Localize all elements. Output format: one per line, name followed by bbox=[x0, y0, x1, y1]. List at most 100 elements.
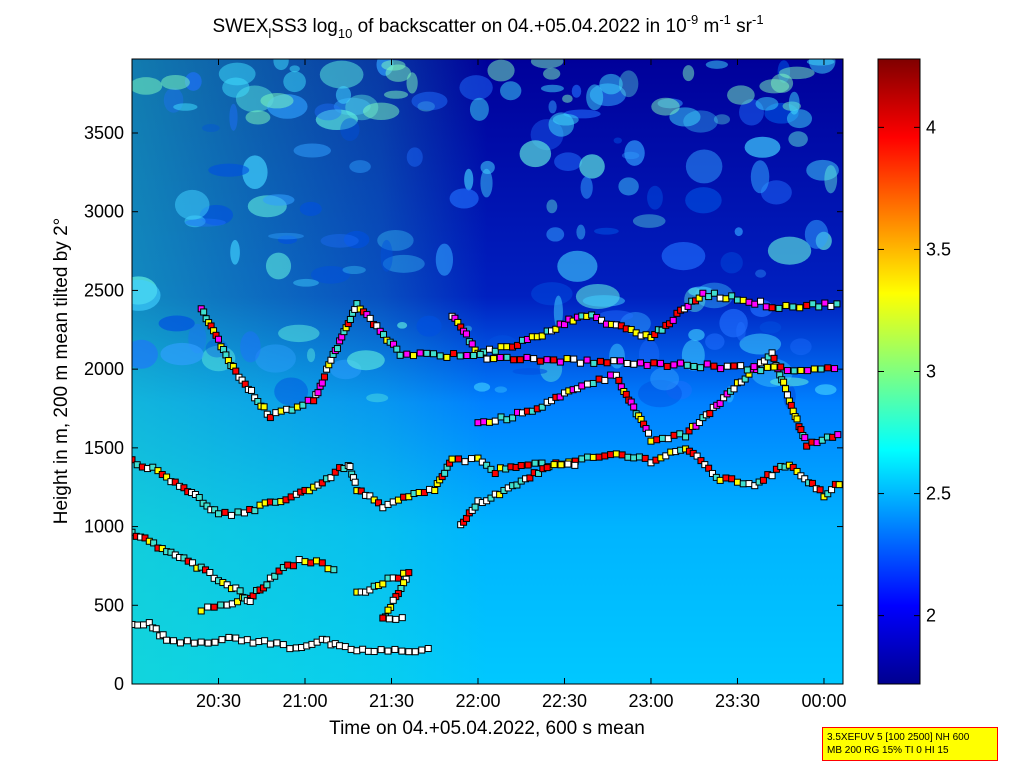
layer-mark bbox=[236, 587, 244, 595]
layer-mark bbox=[683, 361, 691, 369]
layer-mark bbox=[576, 359, 584, 367]
cloud-blob bbox=[349, 160, 371, 174]
layer-mark bbox=[677, 359, 685, 367]
layer-mark bbox=[503, 353, 511, 361]
cloud-blob bbox=[814, 384, 837, 396]
layer-mark bbox=[474, 454, 482, 462]
layer-mark bbox=[396, 351, 404, 359]
cloud-blob bbox=[459, 75, 493, 101]
cloud-blob bbox=[705, 60, 728, 69]
info-line-2: MB 200 RG 15% TI 0 HI 15 bbox=[827, 745, 949, 756]
layer-mark bbox=[330, 566, 338, 574]
layer-mark bbox=[728, 292, 736, 300]
layer-mark bbox=[234, 508, 242, 516]
layer-mark bbox=[783, 391, 791, 399]
layer-mark bbox=[347, 645, 355, 653]
cloud-blob bbox=[548, 112, 575, 137]
cloud-blob bbox=[161, 74, 190, 90]
cloud-blob bbox=[744, 136, 781, 158]
layer-mark bbox=[394, 574, 402, 582]
layer-mark bbox=[770, 354, 778, 362]
layer-mark bbox=[835, 481, 843, 489]
layer-mark bbox=[490, 355, 498, 363]
layer-mark bbox=[491, 417, 499, 425]
cloud-blob bbox=[173, 103, 198, 111]
layer-mark bbox=[307, 559, 315, 567]
layer-mark bbox=[284, 561, 292, 569]
cloud-blob bbox=[531, 282, 573, 306]
colorbar-tick-label: 3 bbox=[926, 362, 936, 382]
layer-mark bbox=[132, 528, 136, 536]
layer-mark bbox=[379, 614, 387, 622]
layer-mark bbox=[530, 355, 538, 363]
layer-mark bbox=[200, 308, 208, 316]
layer-mark bbox=[653, 436, 661, 444]
layer-mark bbox=[803, 442, 811, 450]
layer-mark bbox=[341, 643, 349, 651]
layer-mark bbox=[717, 365, 725, 373]
layer-mark bbox=[132, 456, 136, 464]
layer-mark bbox=[170, 637, 178, 645]
y-tick-label: 1000 bbox=[84, 517, 124, 537]
layer-mark bbox=[783, 367, 791, 375]
cloud-blob bbox=[806, 59, 835, 66]
layer-mark bbox=[163, 473, 171, 481]
layer-mark bbox=[431, 487, 439, 495]
layer-mark bbox=[471, 503, 479, 511]
cloud-blob bbox=[618, 177, 639, 196]
cloud-blob bbox=[283, 71, 306, 93]
layer-mark bbox=[637, 359, 645, 367]
layer-mark bbox=[171, 478, 179, 486]
layer-mark bbox=[430, 350, 438, 358]
layer-mark bbox=[664, 435, 672, 443]
layer-mark bbox=[275, 567, 283, 575]
layer-mark bbox=[662, 452, 670, 460]
layer-mark bbox=[607, 451, 615, 459]
cloud-blob bbox=[315, 109, 358, 131]
cloud-blob bbox=[579, 154, 605, 179]
layer-mark bbox=[366, 492, 374, 500]
layer-mark bbox=[571, 461, 579, 469]
heatmap-area bbox=[132, 59, 843, 684]
cloud-blob bbox=[343, 230, 370, 249]
cloud-blob bbox=[519, 140, 552, 168]
cloud-blob bbox=[786, 109, 813, 129]
layer-mark bbox=[227, 511, 235, 519]
layer-mark bbox=[659, 434, 667, 442]
cloud-blob bbox=[487, 59, 515, 82]
layer-mark bbox=[152, 625, 160, 633]
layer-mark bbox=[535, 469, 543, 477]
cloud-blob bbox=[546, 199, 558, 214]
cloud-blob bbox=[268, 232, 304, 240]
cloud-blob bbox=[473, 382, 491, 392]
layer-mark bbox=[462, 330, 470, 338]
layer-mark bbox=[491, 470, 499, 478]
layer-mark bbox=[503, 416, 511, 424]
layer-mark bbox=[398, 647, 406, 655]
layer-mark bbox=[195, 494, 203, 502]
layer-mark bbox=[370, 648, 378, 656]
layer-mark bbox=[737, 362, 745, 370]
layer-mark bbox=[385, 615, 393, 623]
layer-mark bbox=[596, 357, 604, 365]
chart-title: SWEXlSS3 log10 of backscatter on 04.+05.… bbox=[212, 12, 763, 41]
layer-mark bbox=[563, 355, 571, 363]
layer-mark bbox=[203, 502, 211, 510]
colorbar-tick-label: 2.5 bbox=[926, 484, 951, 504]
layer-mark bbox=[379, 580, 387, 588]
layer-mark bbox=[670, 361, 678, 369]
layer-mark bbox=[643, 361, 651, 369]
layer-mark bbox=[462, 514, 470, 522]
layer-mark bbox=[543, 464, 551, 472]
layer-mark bbox=[463, 352, 471, 360]
layer-mark bbox=[359, 645, 367, 653]
layer-mark bbox=[384, 647, 392, 655]
layer-mark bbox=[589, 453, 597, 461]
layer-mark bbox=[455, 455, 463, 463]
layer-mark bbox=[423, 349, 431, 357]
layer-mark bbox=[271, 572, 279, 580]
layer-mark bbox=[751, 482, 759, 490]
layer-mark bbox=[730, 385, 738, 393]
cloud-blob bbox=[594, 227, 619, 235]
layer-mark bbox=[728, 475, 736, 483]
